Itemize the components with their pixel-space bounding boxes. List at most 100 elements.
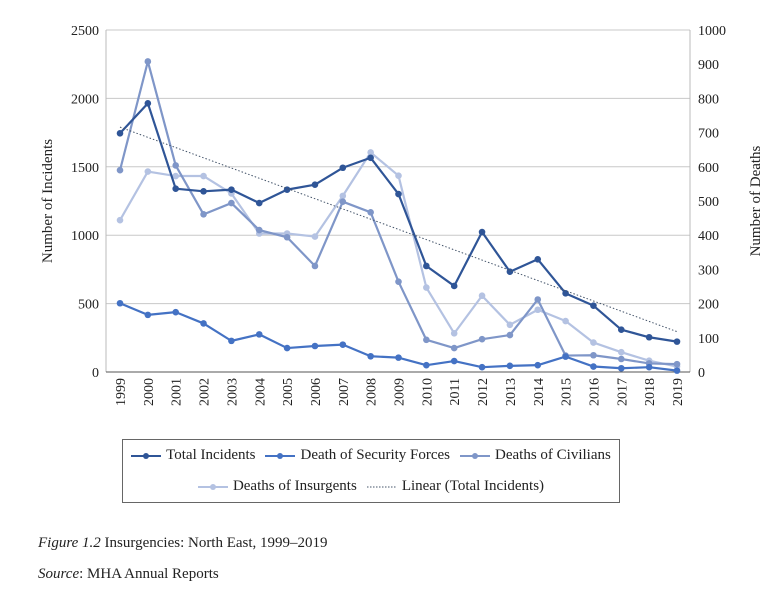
data-point	[228, 186, 235, 193]
data-point	[423, 284, 430, 291]
data-point	[367, 352, 374, 360]
data-point	[172, 308, 179, 316]
legend-item-security-forces: Death of Security Forces	[265, 447, 450, 464]
legend-marker	[265, 452, 296, 459]
data-point	[311, 181, 319, 189]
source-label: Source	[38, 566, 80, 582]
y-tick-label: 1500	[71, 161, 99, 176]
data-point	[395, 190, 402, 198]
x-tick-label: 2016	[587, 378, 602, 406]
data-point	[116, 216, 124, 224]
y2-tick-label: 500	[698, 195, 719, 210]
data-point	[506, 268, 514, 276]
y2-tick-label: 200	[698, 298, 719, 313]
x-tick-label: 2008	[365, 378, 380, 406]
data-point	[478, 292, 486, 300]
data-point	[255, 226, 263, 234]
data-point	[618, 348, 625, 356]
data-point	[228, 199, 235, 207]
x-tick-label: 2004	[253, 378, 268, 406]
y2-tick-label: 100	[698, 332, 719, 347]
x-tick-label: 2005	[281, 378, 296, 406]
y2-tick-label: 600	[698, 161, 719, 176]
data-point	[478, 335, 486, 343]
data-point	[534, 306, 542, 314]
data-point	[506, 321, 514, 329]
data-point	[450, 330, 458, 337]
data-point	[367, 208, 374, 216]
data-point	[590, 339, 597, 346]
data-point	[144, 58, 152, 65]
x-tick-label: 2015	[560, 378, 575, 406]
figure-caption: Figure 1.2 Insurgencies: North East, 199…	[38, 535, 328, 552]
legend-item-civilians: Deaths of Civilians	[460, 447, 611, 464]
y2-tick-label: 400	[698, 229, 719, 244]
x-tick-label: 2019	[671, 378, 686, 406]
x-tick-label: 2011	[448, 378, 463, 405]
x-tick-label: 2014	[532, 378, 547, 406]
legend-label: Linear (Total Incidents)	[401, 478, 545, 494]
legend-item-total-incidents: Total Incidents	[131, 447, 255, 464]
legend-label: Deaths of Insurgents	[232, 478, 357, 494]
trendline	[119, 126, 678, 333]
data-point	[645, 363, 653, 371]
data-point	[395, 278, 402, 286]
data-point	[255, 199, 263, 207]
legend-label: Death of Security Forces	[300, 447, 451, 463]
figure-source: Source: MHA Annual Reports	[38, 566, 219, 583]
data-point	[200, 187, 207, 195]
data-point	[339, 198, 347, 205]
y2-axis-title: Number of Deaths	[748, 145, 764, 256]
data-point	[228, 337, 235, 345]
data-point	[311, 233, 319, 240]
data-point	[534, 296, 542, 303]
data-point	[311, 262, 319, 270]
data-point	[506, 331, 514, 339]
data-point	[172, 172, 179, 180]
caption-text: Insurgencies: North East, 1999–2019	[100, 535, 328, 551]
data-point	[200, 320, 207, 327]
x-tick-label: 2001	[170, 378, 185, 406]
legend-label: Deaths of Civilians	[495, 447, 611, 463]
data-point	[339, 164, 347, 172]
legend-marker	[197, 483, 228, 490]
data-point	[116, 166, 124, 174]
y-tick-label: 1000	[71, 229, 99, 244]
x-tick-label: 2002	[198, 378, 213, 406]
data-point	[200, 172, 207, 180]
x-tick-label: 2013	[504, 378, 519, 406]
data-point	[339, 341, 347, 348]
data-point	[590, 363, 597, 370]
y2-tick-label: 900	[698, 58, 719, 73]
data-point	[562, 290, 569, 297]
data-point	[450, 357, 458, 365]
y2-tick-label: 300	[698, 263, 719, 278]
y-tick-label: 0	[92, 366, 99, 381]
data-point	[423, 336, 430, 344]
legend-marker	[131, 452, 162, 459]
legend-marker	[366, 486, 397, 487]
data-point	[478, 228, 486, 236]
y2-tick-label: 1000	[698, 24, 726, 39]
data-point	[590, 351, 597, 359]
data-point	[506, 362, 514, 370]
x-tick-label: 2017	[615, 378, 630, 406]
y2-tick-label: 800	[698, 92, 719, 107]
data-point	[673, 360, 681, 368]
y-tick-label: 2000	[71, 92, 99, 107]
data-point	[144, 168, 152, 175]
data-point	[673, 367, 681, 374]
x-tick-label: 2018	[643, 378, 658, 406]
data-point	[255, 331, 263, 338]
x-tick-label: 1999	[114, 378, 129, 406]
x-tick-label: 2010	[420, 378, 435, 406]
data-point	[172, 185, 179, 192]
data-point	[590, 302, 597, 309]
data-point	[172, 162, 179, 169]
caption-label: Figure 1.2	[38, 535, 101, 551]
x-tick-label: 2009	[393, 378, 408, 406]
data-point	[395, 172, 402, 179]
data-point	[367, 154, 374, 162]
data-point	[450, 282, 458, 290]
data-point	[534, 361, 542, 369]
